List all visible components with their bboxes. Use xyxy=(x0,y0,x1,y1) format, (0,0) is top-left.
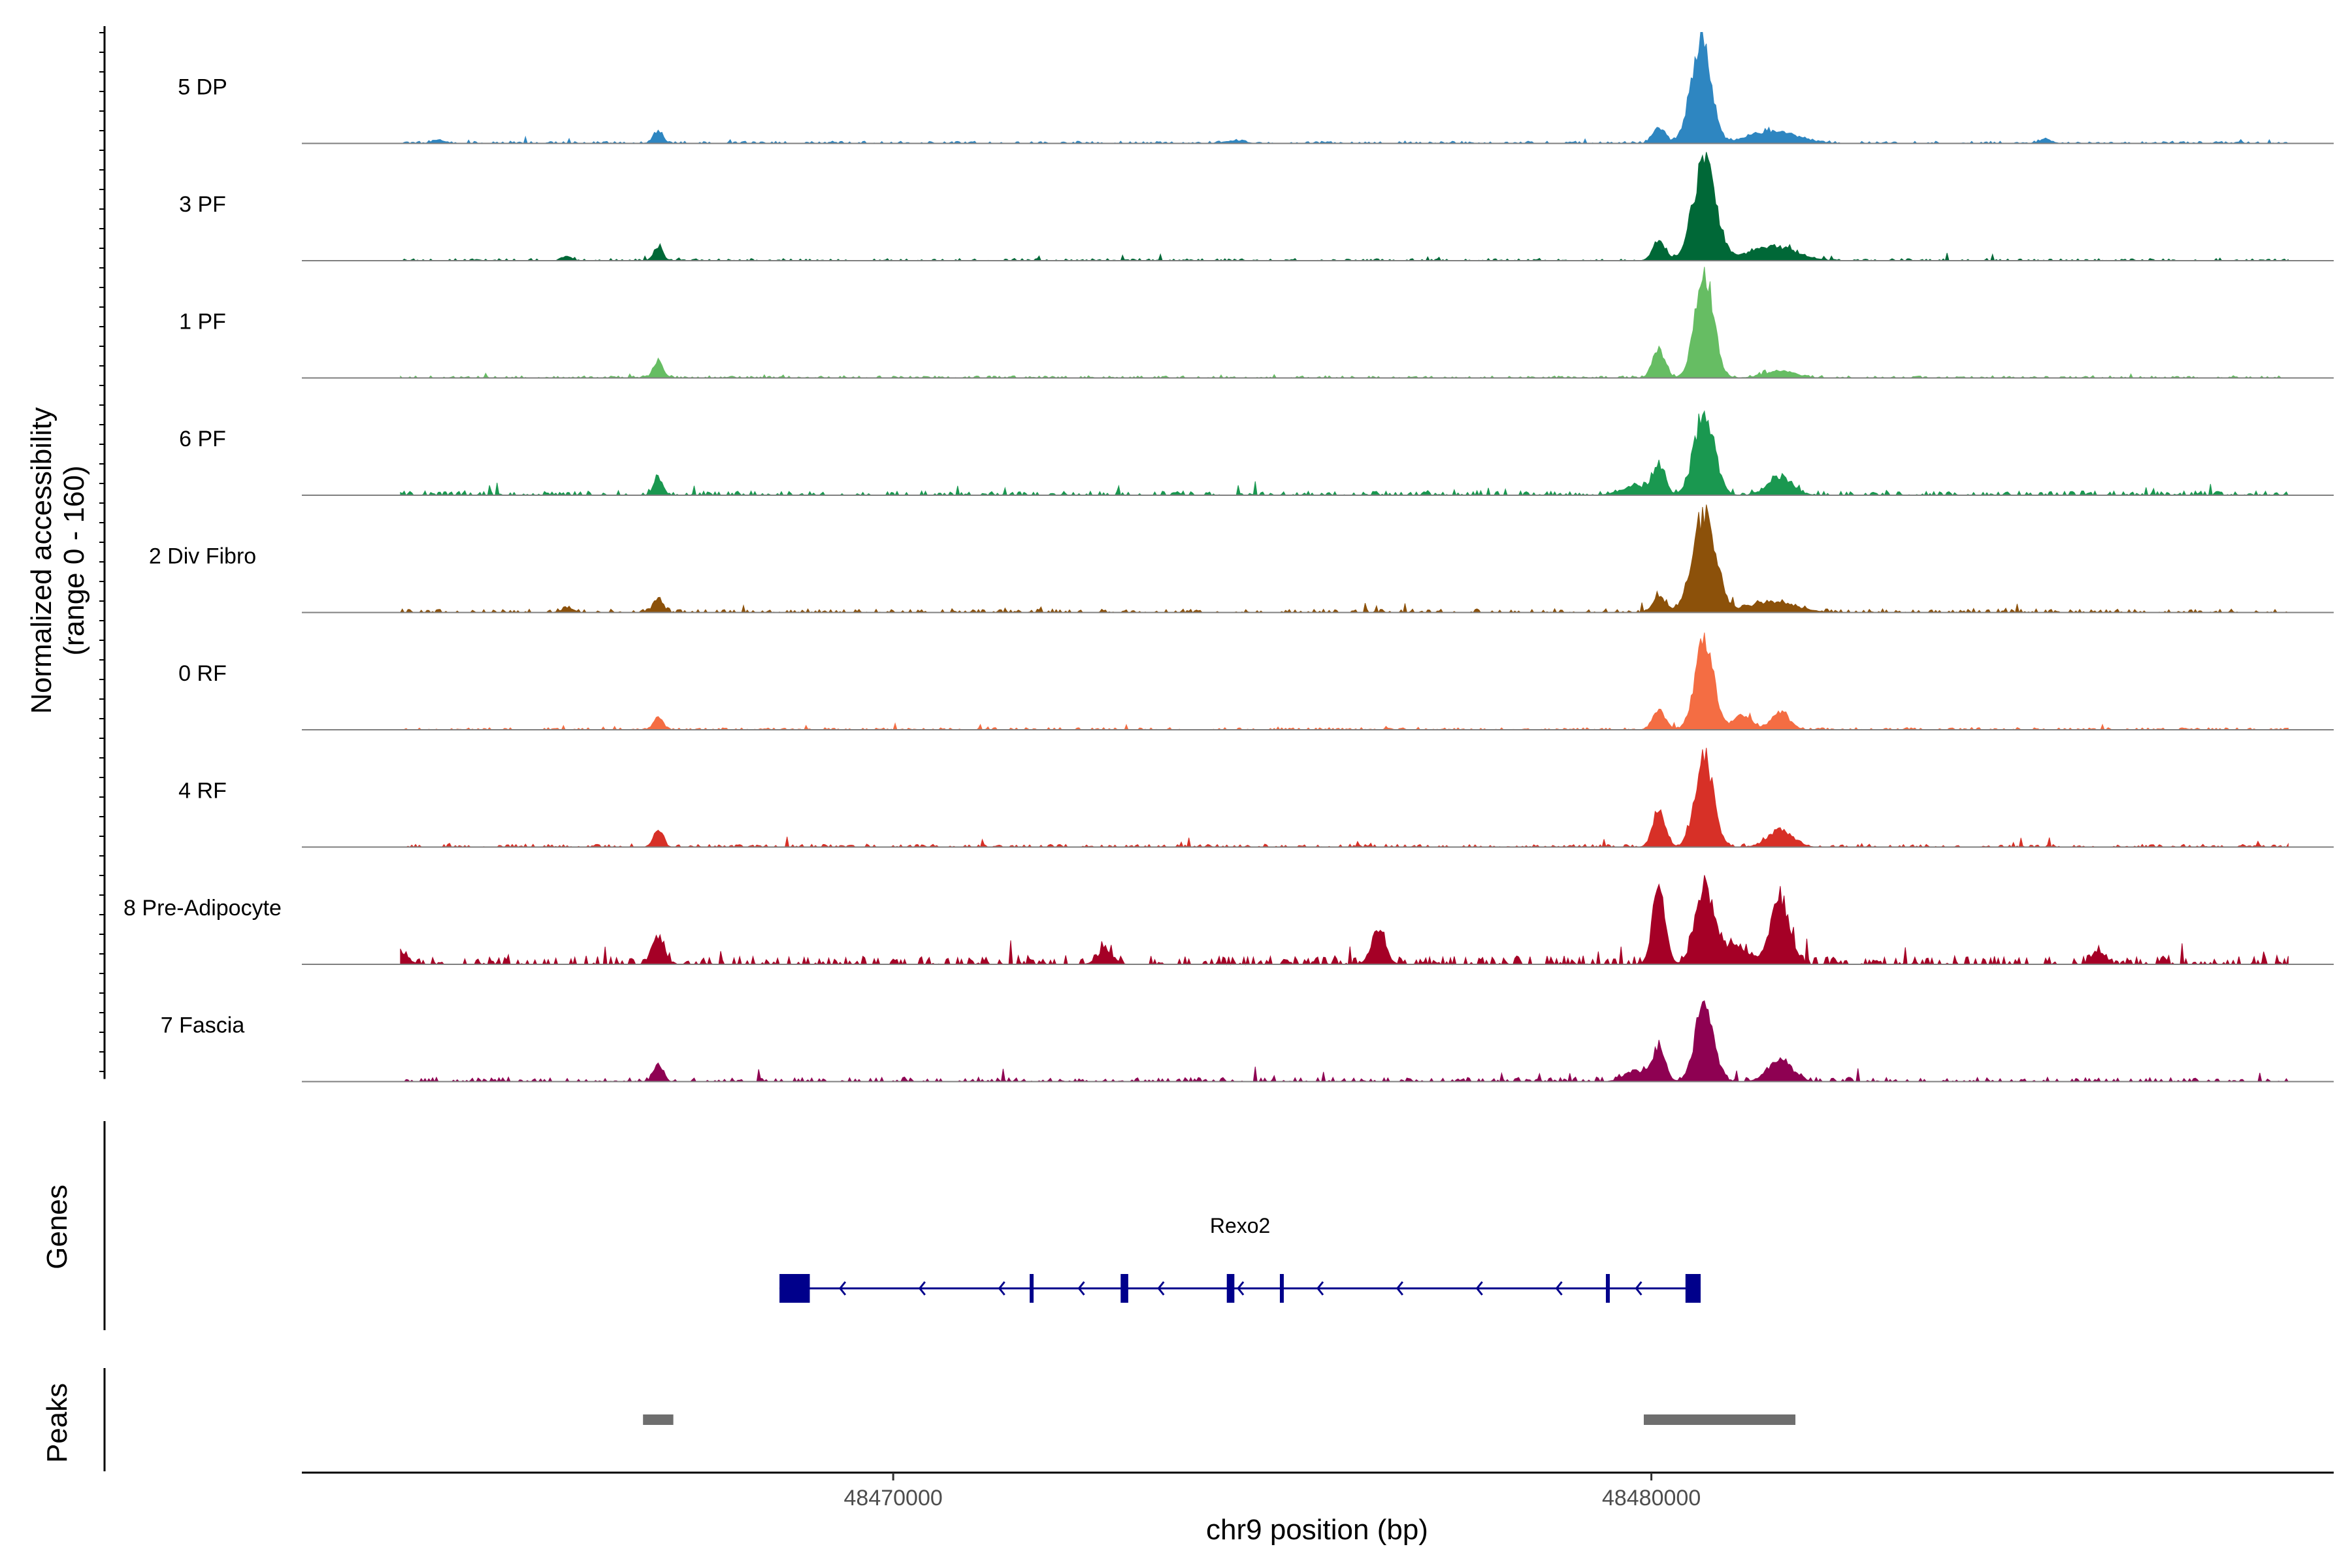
gene-exon xyxy=(1279,1274,1284,1303)
coverage-tracks: 5 DP 3 PF 1 PF 6 PF 2 Div Fibro 0 RF 4 RF 8 Pre… xyxy=(99,26,2334,1083)
strand-arrow-icon xyxy=(1475,1281,1483,1296)
peak-region xyxy=(1643,1414,1796,1425)
coverage-area xyxy=(400,267,2289,379)
gene-label: Rexo2 xyxy=(1210,1214,1271,1237)
x-tick-label: 48470000 xyxy=(844,1486,943,1511)
track-label: 4 RF xyxy=(178,779,227,804)
peaks-panel-title: Peaks xyxy=(41,1383,73,1463)
coverage-area xyxy=(400,32,2290,144)
genes-panel: Genes Rexo2 xyxy=(41,1121,1701,1330)
strand-arrow-icon xyxy=(1237,1281,1245,1296)
y-axis-title-line-1: Normalized accessibility xyxy=(25,407,57,713)
track-label: 3 PF xyxy=(179,192,226,217)
track-7-fascia: 7 Fascia xyxy=(161,1000,2334,1083)
genes-panel-title: Genes xyxy=(41,1184,73,1269)
track-label: 2 Div Fibro xyxy=(149,544,256,569)
strand-arrow-icon xyxy=(1316,1281,1324,1296)
strand-arrow-icon xyxy=(1555,1281,1563,1296)
peaks-panel: Peaks xyxy=(41,1368,1796,1471)
track-label: 6 PF xyxy=(179,427,226,451)
gene-exon xyxy=(1120,1274,1128,1303)
gene-exon xyxy=(1605,1274,1610,1303)
coverage-area xyxy=(400,875,2289,966)
gene-exon xyxy=(779,1274,810,1303)
track-3-pf: 3 PF xyxy=(179,152,2334,261)
track-1-pf: 1 PF xyxy=(179,267,2334,379)
coverage-area xyxy=(400,152,2289,261)
peak-region xyxy=(643,1414,674,1425)
y-axis-title-line-2: (range 0 - 160) xyxy=(58,465,90,655)
x-axis-title: chr9 position (bp) xyxy=(1206,1514,1428,1546)
strand-arrow-icon xyxy=(1077,1281,1085,1296)
track-0-rf: 0 RF xyxy=(178,632,2334,730)
track-label: 5 DP xyxy=(178,75,227,100)
track-label: 1 PF xyxy=(179,310,226,335)
track-label: 0 RF xyxy=(178,661,227,686)
track-6-pf: 6 PF xyxy=(179,410,2334,497)
gene-exon xyxy=(1685,1274,1701,1303)
strand-arrow-icon xyxy=(998,1281,1005,1296)
coverage-area xyxy=(400,747,2289,848)
track-4-rf: 4 RF xyxy=(178,747,2334,848)
track-5-dp: 5 DP xyxy=(178,32,2334,144)
coverage-area xyxy=(400,410,2289,497)
track-2-div-fibro: 2 Div Fibro xyxy=(149,504,2334,613)
strand-arrow-icon xyxy=(838,1281,847,1296)
gene-exon xyxy=(1030,1274,1034,1303)
strand-arrow-icon xyxy=(1157,1281,1165,1296)
track-label: 7 Fascia xyxy=(161,1013,245,1038)
coverage-area xyxy=(400,1000,2289,1083)
coverage-area xyxy=(400,632,2289,730)
track-label: 8 Pre-Adipocyte xyxy=(123,896,282,921)
track-8-pre-adipocyte: 8 Pre-Adipocyte xyxy=(123,875,2334,966)
y-axis-title: Normalized accessibility (range 0 - 160) xyxy=(25,407,90,713)
strand-arrow-icon xyxy=(1635,1281,1642,1296)
gene-exon xyxy=(1226,1274,1235,1303)
coverage-area xyxy=(400,504,2289,613)
strand-arrow-icon xyxy=(1396,1281,1404,1296)
x-tick-label: 48480000 xyxy=(1602,1486,1701,1511)
x-axis: chr9 position (bp) 48470000 48480000 xyxy=(302,1471,2334,1546)
strand-arrow-icon xyxy=(918,1281,926,1296)
